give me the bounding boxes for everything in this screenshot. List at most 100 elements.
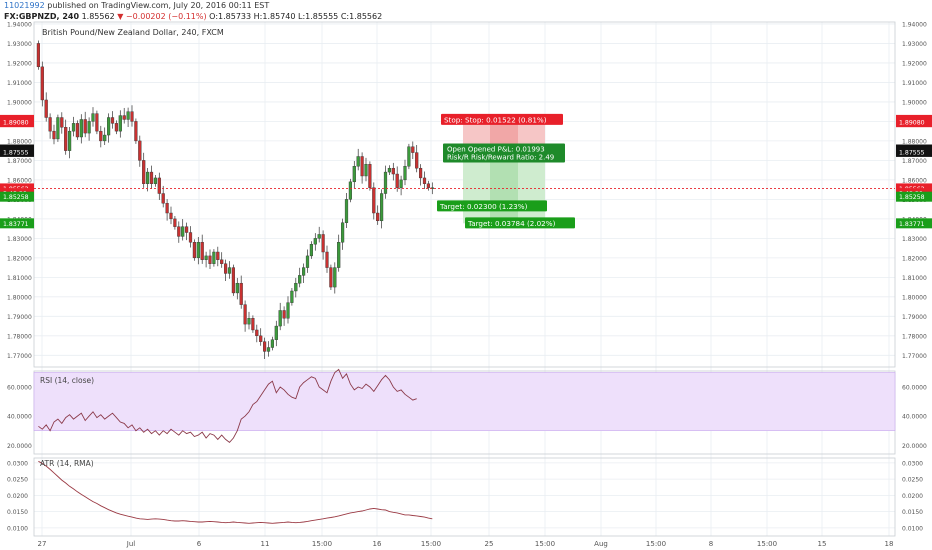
candle-up [153,177,157,184]
target2-price-right: 1.83771 [899,221,925,228]
y-tick-label-right: 1.82000 [902,255,927,262]
candle-down [282,310,286,319]
candle-down [220,259,224,264]
candle-up [278,310,282,327]
y-tick-label-right: 1.81000 [902,275,927,282]
candle-up [126,111,130,120]
y-tick-label-right: 1.88000 [902,138,927,145]
candle-up [286,302,290,319]
candle-down [36,43,40,68]
candle-down [173,218,177,227]
candle-down [372,187,376,214]
symbol-ohlc-line: FX:GBPNZD, 240 1.85562 ▼ −0.00202 (−0.11… [4,12,382,21]
rsi-tick-right: 60.0000 [902,385,927,392]
candle-down [208,255,212,264]
high-value: 1.85740 [262,12,296,21]
entry-pnl-label: Open Opened P&L: 0.01993 [447,146,545,154]
target2-label-bg [465,217,575,229]
candle-down [134,121,138,142]
candle-down [64,127,68,151]
stop-price2-right: 1.89080 [899,120,925,127]
candle-down [95,113,99,132]
candle-up [247,318,251,325]
low-value: 1.85555 [305,12,339,21]
y-tick-label-right: 1.93000 [902,41,927,48]
candle-down [239,282,243,305]
rsi-pane [33,368,896,444]
candle-down [223,263,228,274]
candle-down [44,99,48,118]
rsi-tick-left: 40.0000 [7,414,32,421]
candle-up [91,113,95,122]
y-tick-label-left: 1.93000 [7,41,32,48]
candle-down [149,171,154,184]
risk-reward-tool[interactable]: Stop: Stop: 0.01522 (0.81%) Open Opened P… [437,113,575,229]
target1-price-left: 1.85258 [3,194,29,201]
candle-down [75,123,79,138]
candle-down [142,160,146,184]
candle-down [325,251,329,268]
candle-down [184,226,189,233]
y-tick-label-left: 1.79000 [7,314,32,321]
candle-down [40,66,44,101]
atr-tick-right: 0.0150 [902,509,923,516]
candle-up [106,117,111,136]
y-tick-label-right: 1.83000 [902,236,927,243]
y-tick-label-left: 1.78000 [7,333,32,340]
candle-up [399,179,403,188]
candle-up [266,347,271,352]
atr-tick-left: 0.0150 [7,509,28,516]
atr-tick-left: 0.0250 [7,477,28,484]
target2-price-right-bg [896,218,932,229]
candle-down [83,119,87,134]
publish-text: published on TradingView.com, July 20, 2… [47,1,270,10]
candle-down [114,123,118,132]
last-price: 1.85562 [81,12,115,21]
candle-up [341,222,345,243]
candle-down [255,329,259,337]
candle-up [204,255,208,260]
candle-up [383,171,388,194]
y-tick-label-left: 1.83000 [7,236,32,243]
x-tick-label: 15:00 [757,540,777,548]
candle-up [387,167,391,173]
y-tick-label-right: 1.86000 [902,177,927,184]
x-tick-label: 15:00 [312,540,332,548]
candle-up [298,275,302,284]
publisher-username[interactable]: 11021992 [4,1,45,10]
candle-up [333,267,337,288]
candle-up [344,199,349,223]
y-tick-label-left: 1.86000 [7,177,32,184]
candle-up [380,193,384,222]
candle-down [426,183,430,188]
atr-pane [38,460,433,524]
x-tick-label: 18 [885,540,894,548]
candle-up [364,164,368,177]
candle-down [99,130,103,142]
entry-price2-right-bg [896,146,932,157]
y-tick-label-left: 1.77000 [7,353,32,360]
candle-down [161,193,165,204]
y-tick-label-right: 1.78000 [902,333,927,340]
x-tick-label: 15 [818,540,827,548]
atr-tick-left: 0.0100 [7,525,28,532]
candle-down [259,335,263,342]
candle-down [200,242,204,260]
candle-up [403,166,407,181]
candle-down [360,156,364,177]
candle-up [290,290,294,303]
target1-label: Target: 0.02300 (1.23%) [439,202,528,211]
candle-down [216,251,220,260]
entry-label-bg [443,143,565,163]
candle-down [110,117,115,124]
x-tick-label: 11 [261,540,270,548]
atr-tick-right: 0.0200 [902,493,923,500]
time-axis: 27 Jul 6 11 15:00 16 15:00 25 15:00 Aug 15:00 8 15:0… [38,540,894,548]
x-tick-label: 27 [38,540,47,548]
candle-up [302,267,306,276]
y-tick-label-left: 1.80000 [7,294,32,301]
candle-up [356,156,360,167]
candle-up [337,242,341,268]
target1-label-bg [437,200,547,212]
